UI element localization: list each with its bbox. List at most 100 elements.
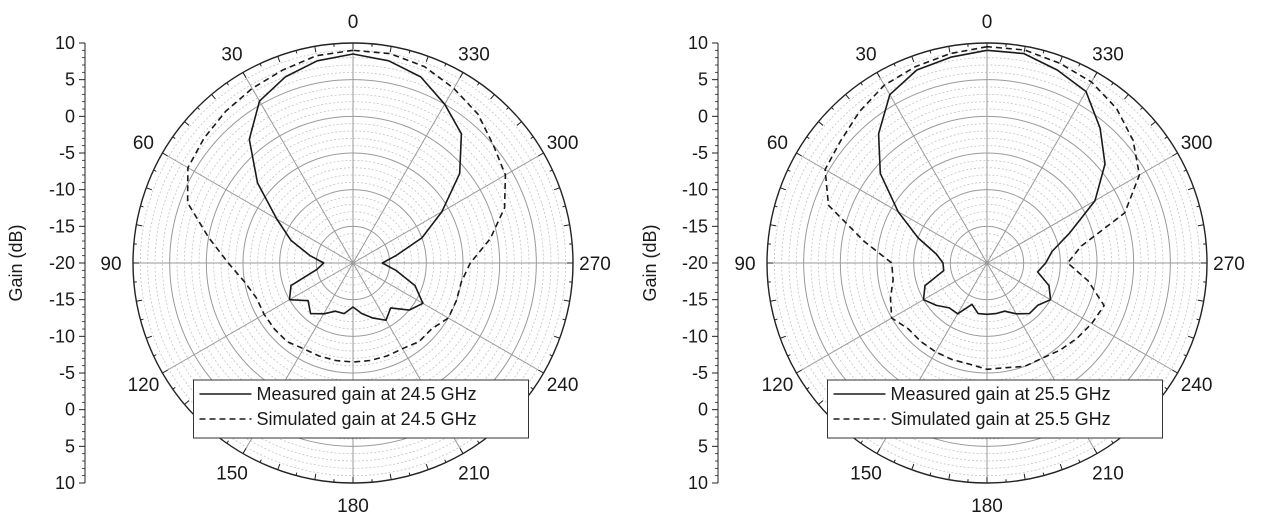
radial-tick-label: -5	[59, 363, 75, 383]
radial-tick-label: 5	[698, 436, 708, 456]
angle-tick	[845, 94, 850, 100]
angle-tick	[780, 335, 787, 339]
angle-tick	[277, 463, 281, 470]
angle-label: 240	[547, 375, 579, 396]
series-line-simulated	[186, 49, 507, 363]
radial-tick-label: -5	[692, 363, 708, 383]
radial-tick-label: -15	[682, 290, 708, 310]
angle-tick	[818, 400, 824, 405]
legend-box	[827, 379, 1163, 439]
angle-tick	[459, 448, 464, 454]
radial-tick-label: -10	[682, 180, 708, 200]
radial-tick-label: -10	[49, 180, 75, 200]
angle-tick	[876, 72, 881, 78]
radial-tick-label: -5	[692, 143, 708, 163]
angle-tick	[425, 56, 429, 63]
legend-label: Simulated gain at 24.5 GHz	[257, 409, 477, 429]
series-line-measured	[248, 53, 463, 321]
angle-label: 210	[1092, 464, 1124, 485]
angle-tick	[389, 473, 392, 480]
radial-tick-label: -10	[49, 326, 75, 346]
angle-tick	[314, 46, 317, 53]
angle-label: 30	[855, 44, 876, 65]
legend-box	[193, 379, 529, 439]
radial-tick-label: 5	[65, 436, 75, 456]
angle-tick	[563, 299, 570, 302]
radial-tick-label: 10	[688, 33, 708, 53]
angle-tick	[136, 224, 143, 227]
radial-tick-label: 5	[698, 70, 708, 90]
grid-spoke	[162, 152, 354, 264]
series-line-simulated	[824, 45, 1141, 371]
angle-tick	[516, 121, 522, 126]
angle-tick	[1023, 46, 1026, 53]
angle-tick	[425, 463, 429, 470]
grid-spoke	[986, 152, 1178, 264]
radial-tick-label: -20	[49, 253, 75, 273]
angle-label: 180	[971, 496, 1003, 517]
angle-label: 210	[458, 464, 490, 485]
angle-tick	[136, 299, 143, 302]
angle-tick	[146, 187, 153, 191]
grid-spoke	[796, 152, 988, 264]
radial-tick-label: 10	[55, 473, 75, 493]
radial-tick-label: 0	[698, 400, 708, 420]
radial-tick-label: -15	[682, 216, 708, 236]
angle-label: 60	[767, 133, 788, 154]
grid-spoke	[986, 262, 1178, 374]
radial-tick-label: 0	[65, 400, 75, 420]
angle-label: 300	[1181, 133, 1213, 154]
angle-label: 90	[100, 254, 121, 275]
angle-tick	[796, 369, 802, 374]
radial-axis-title: Gain (dB)	[640, 224, 660, 301]
grid-spoke	[352, 152, 544, 264]
angle-tick	[314, 473, 317, 480]
angle-tick	[146, 335, 153, 339]
angle-tick	[184, 121, 190, 126]
angle-label: 0	[982, 12, 993, 33]
angle-tick	[1197, 299, 1204, 302]
grid-spoke	[352, 262, 544, 374]
radial-tick-label: -20	[682, 253, 708, 273]
angle-tick	[1059, 463, 1063, 470]
radial-tick-label: 0	[65, 106, 75, 126]
angle-label: 300	[547, 133, 579, 154]
angle-tick	[948, 46, 951, 53]
angle-tick	[948, 473, 951, 480]
angle-tick	[1023, 473, 1026, 480]
angle-tick	[770, 299, 777, 302]
grid-spoke	[242, 72, 354, 264]
angle-tick	[490, 94, 495, 100]
series-line-measured	[877, 49, 1106, 316]
radial-tick-label: 5	[65, 70, 75, 90]
polar-chart-2: 0 30 60 90 120 150 180 210 240 270 300 330 10 5 0 -5 -10…	[640, 12, 1245, 517]
outer-circle	[766, 42, 1208, 484]
angle-tick	[1093, 72, 1098, 78]
angle-label: 180	[337, 496, 369, 517]
grid-spoke	[876, 72, 988, 264]
angle-tick	[242, 72, 247, 78]
angle-label: 0	[348, 12, 359, 33]
angle-tick	[389, 46, 392, 53]
angle-tick	[1059, 56, 1063, 63]
angle-tick	[277, 56, 281, 63]
angle-tick	[911, 463, 915, 470]
angle-tick	[538, 152, 544, 157]
angle-tick	[876, 448, 881, 454]
angle-label: 270	[1213, 254, 1245, 275]
angle-tick	[770, 224, 777, 227]
angle-label: 150	[216, 464, 248, 485]
angle-tick	[818, 121, 824, 126]
legend-label: Measured gain at 24.5 GHz	[257, 384, 477, 404]
angle-label: 150	[850, 464, 882, 485]
angle-tick	[211, 94, 216, 100]
angle-tick	[1172, 152, 1178, 157]
angle-label: 330	[1092, 44, 1124, 65]
angle-tick	[553, 335, 560, 339]
angle-tick	[563, 224, 570, 227]
radial-tick-label: -15	[49, 216, 75, 236]
angle-label: 120	[128, 375, 160, 396]
radial-tick-label: -15	[49, 290, 75, 310]
angle-tick	[1124, 94, 1129, 100]
